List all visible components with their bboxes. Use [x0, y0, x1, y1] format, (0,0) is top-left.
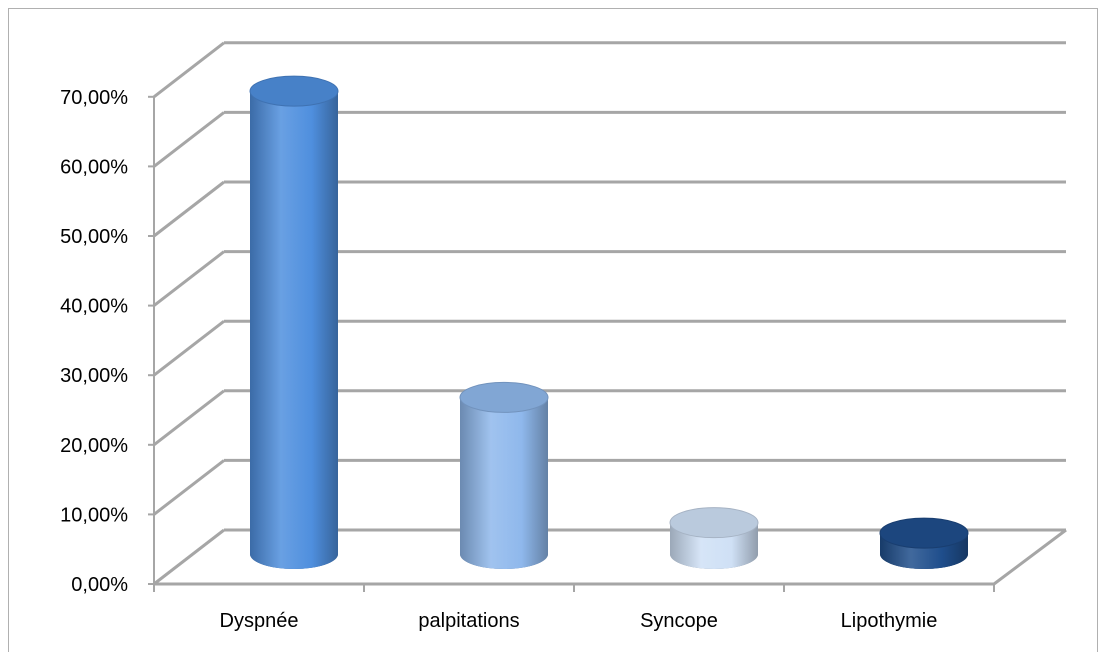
y-tick-label: 0,00% [71, 574, 128, 596]
bar-top [879, 517, 969, 549]
x-axis-labels: Dyspnée palpitations Syncope Lipothymie [153, 584, 995, 632]
side-gridline [153, 250, 225, 307]
side-gridline [153, 528, 225, 586]
y-tick-label: 60,00% [60, 156, 128, 178]
bar-palpitations [459, 381, 549, 569]
y-tick-label: 20,00% [60, 435, 128, 457]
y-tick-label: 40,00% [60, 296, 128, 318]
floor-right-edge [993, 528, 1067, 586]
y-tick-label: 10,00% [60, 504, 128, 526]
bar-body [250, 91, 338, 569]
y-tick-label: 30,00% [60, 365, 128, 387]
x-category-label: palpitations [418, 610, 519, 632]
y-axis-ticks: 0,00% 10,00% 20,00% 30,00% 40,00% 50,00% 60,00… [60, 87, 154, 596]
bar-dyspn-e [249, 75, 339, 569]
bar-body [460, 397, 548, 569]
side-gridline [153, 41, 225, 98]
bar-syncope [669, 507, 759, 569]
chart-walls [153, 41, 1067, 586]
x-category-label: Syncope [640, 610, 718, 632]
side-gridline [153, 459, 225, 516]
x-category-label: Lipothymie [841, 610, 938, 632]
y-tick-label: 50,00% [60, 226, 128, 248]
side-gridline [153, 111, 225, 168]
side-gridline [153, 180, 225, 238]
bar-lipothymie [879, 517, 969, 569]
bar-top [459, 381, 549, 413]
bar-top [669, 507, 759, 539]
side-gridline [153, 389, 225, 446]
x-category-label: Dyspnée [220, 610, 299, 632]
y-tick-label: 70,00% [60, 87, 128, 109]
bar-top [249, 75, 339, 107]
side-gridline [153, 320, 225, 377]
bar-series [249, 75, 969, 569]
